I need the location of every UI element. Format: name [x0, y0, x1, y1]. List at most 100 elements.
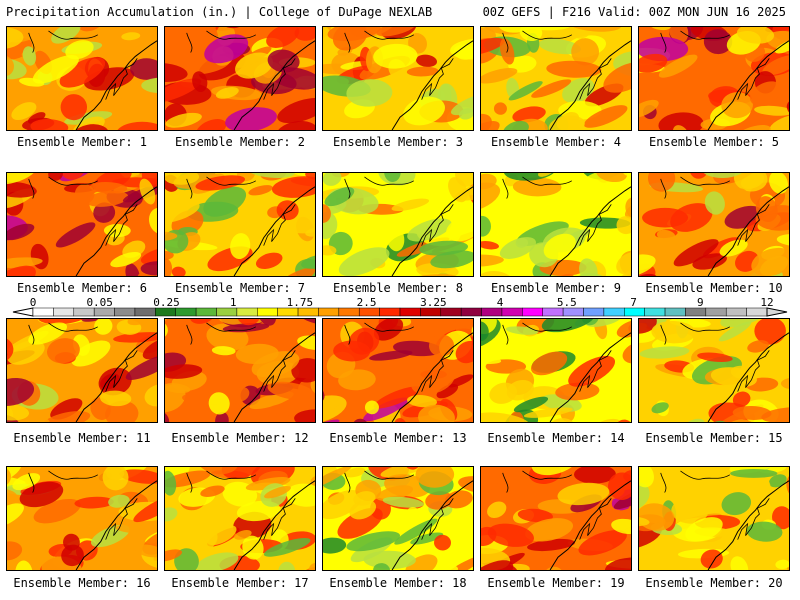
precip-blob	[267, 381, 315, 401]
precip-blob	[704, 191, 725, 215]
precip-blob	[324, 114, 337, 130]
colorbar-swatch	[257, 307, 278, 317]
ensemble-member-9-map	[480, 172, 632, 277]
precip-blob	[323, 467, 352, 491]
precip-blob	[143, 33, 157, 52]
precip-blob	[481, 68, 518, 84]
precip-blob	[746, 521, 783, 542]
precip-blob	[251, 351, 300, 378]
precip-blob	[732, 391, 751, 407]
precip-blob	[61, 544, 84, 567]
precip-blob	[481, 352, 502, 364]
precip-blob	[406, 66, 439, 77]
ensemble-member-19-map	[480, 466, 632, 571]
precip-blob	[248, 185, 273, 196]
precip-blob	[685, 517, 723, 542]
coastline	[549, 40, 631, 130]
precip-blob	[568, 355, 616, 387]
ensemble-member-label: Ensemble Member: 1	[16, 135, 148, 149]
state-borders	[344, 322, 454, 392]
colorbar-swatch	[460, 307, 482, 317]
precip-blob	[523, 407, 573, 418]
precip-blob	[481, 37, 505, 56]
ensemble-member-18-map	[322, 466, 474, 571]
precip-blob	[7, 223, 35, 241]
ensemble-member-6-map	[6, 172, 158, 277]
precip-blob	[278, 561, 296, 570]
precip-blob	[639, 516, 650, 527]
precip-blob	[19, 481, 64, 508]
precip-blob	[700, 549, 723, 569]
precip-blob	[324, 187, 355, 207]
precip-blob	[570, 409, 614, 422]
precip-blob	[772, 506, 789, 530]
ensemble-member-10-map	[638, 172, 790, 277]
precip-blob	[38, 416, 52, 422]
coastline	[233, 332, 315, 422]
state-borders	[28, 470, 138, 540]
precip-blob	[221, 467, 263, 479]
precip-blob	[517, 508, 553, 523]
precip-blob	[622, 341, 631, 364]
state-borders	[186, 470, 296, 540]
precip-blob	[93, 202, 116, 223]
precip-blob	[32, 55, 79, 84]
colorbar-tick-label: 7	[630, 296, 637, 309]
precip-blob	[121, 32, 141, 41]
precip-blob	[459, 108, 473, 120]
precip-blob	[333, 340, 371, 362]
ensemble-member-label: Ensemble Member: 15	[645, 431, 783, 445]
precip-blob	[369, 350, 413, 361]
ensemble-member-label: Ensemble Member: 7	[174, 281, 306, 295]
coastline	[233, 40, 315, 130]
precip-blob	[604, 557, 631, 570]
precip-blob	[94, 319, 113, 335]
precip-blob	[406, 506, 420, 523]
precip-blob	[616, 319, 631, 338]
precip-blob	[658, 112, 704, 130]
precip-blob	[450, 91, 473, 116]
precip-blob	[611, 518, 631, 535]
precip-blob	[144, 384, 157, 407]
precip-blob	[407, 218, 452, 242]
ensemble-member-4-map	[480, 26, 632, 131]
precip-blob	[323, 490, 363, 520]
precip-blob	[658, 54, 698, 78]
precip-blob	[758, 478, 771, 498]
precip-blob	[406, 395, 438, 408]
precip-blob	[37, 319, 90, 325]
precip-blob	[323, 537, 347, 554]
precip-blob	[493, 102, 507, 115]
state-borders	[660, 322, 770, 392]
precip-blob	[703, 29, 733, 55]
precip-blob	[291, 358, 315, 383]
precip-blob	[55, 222, 96, 248]
precip-blob	[48, 173, 63, 181]
coastline	[233, 480, 315, 570]
precip-blob	[7, 173, 37, 185]
colorbar-tick-label: 1	[230, 296, 237, 309]
ensemble-member-3-map	[322, 26, 474, 131]
coastline	[75, 480, 157, 570]
precip-blob	[775, 39, 789, 54]
precip-blob	[513, 396, 549, 413]
ensemble-member-label: Ensemble Member: 6	[16, 281, 148, 295]
precip-blob	[60, 94, 88, 121]
ensemble-member-2-map	[164, 26, 316, 131]
precip-blob	[481, 526, 497, 546]
precip-blob	[310, 475, 315, 486]
state-borders	[186, 322, 296, 392]
precip-blob	[197, 467, 239, 475]
precip-blob	[548, 115, 585, 130]
precip-blob	[200, 485, 225, 497]
precip-blob	[7, 377, 35, 406]
precip-blob	[425, 491, 453, 510]
colorbar-swatch	[705, 307, 727, 317]
precip-blob	[28, 322, 68, 345]
state-borders	[502, 470, 612, 540]
precip-blob	[74, 496, 114, 509]
colorbar-max-arrow	[766, 307, 788, 317]
ensemble-member-label: Ensemble Member: 10	[645, 281, 783, 295]
precip-blob	[255, 252, 283, 269]
precip-blob	[102, 467, 129, 491]
